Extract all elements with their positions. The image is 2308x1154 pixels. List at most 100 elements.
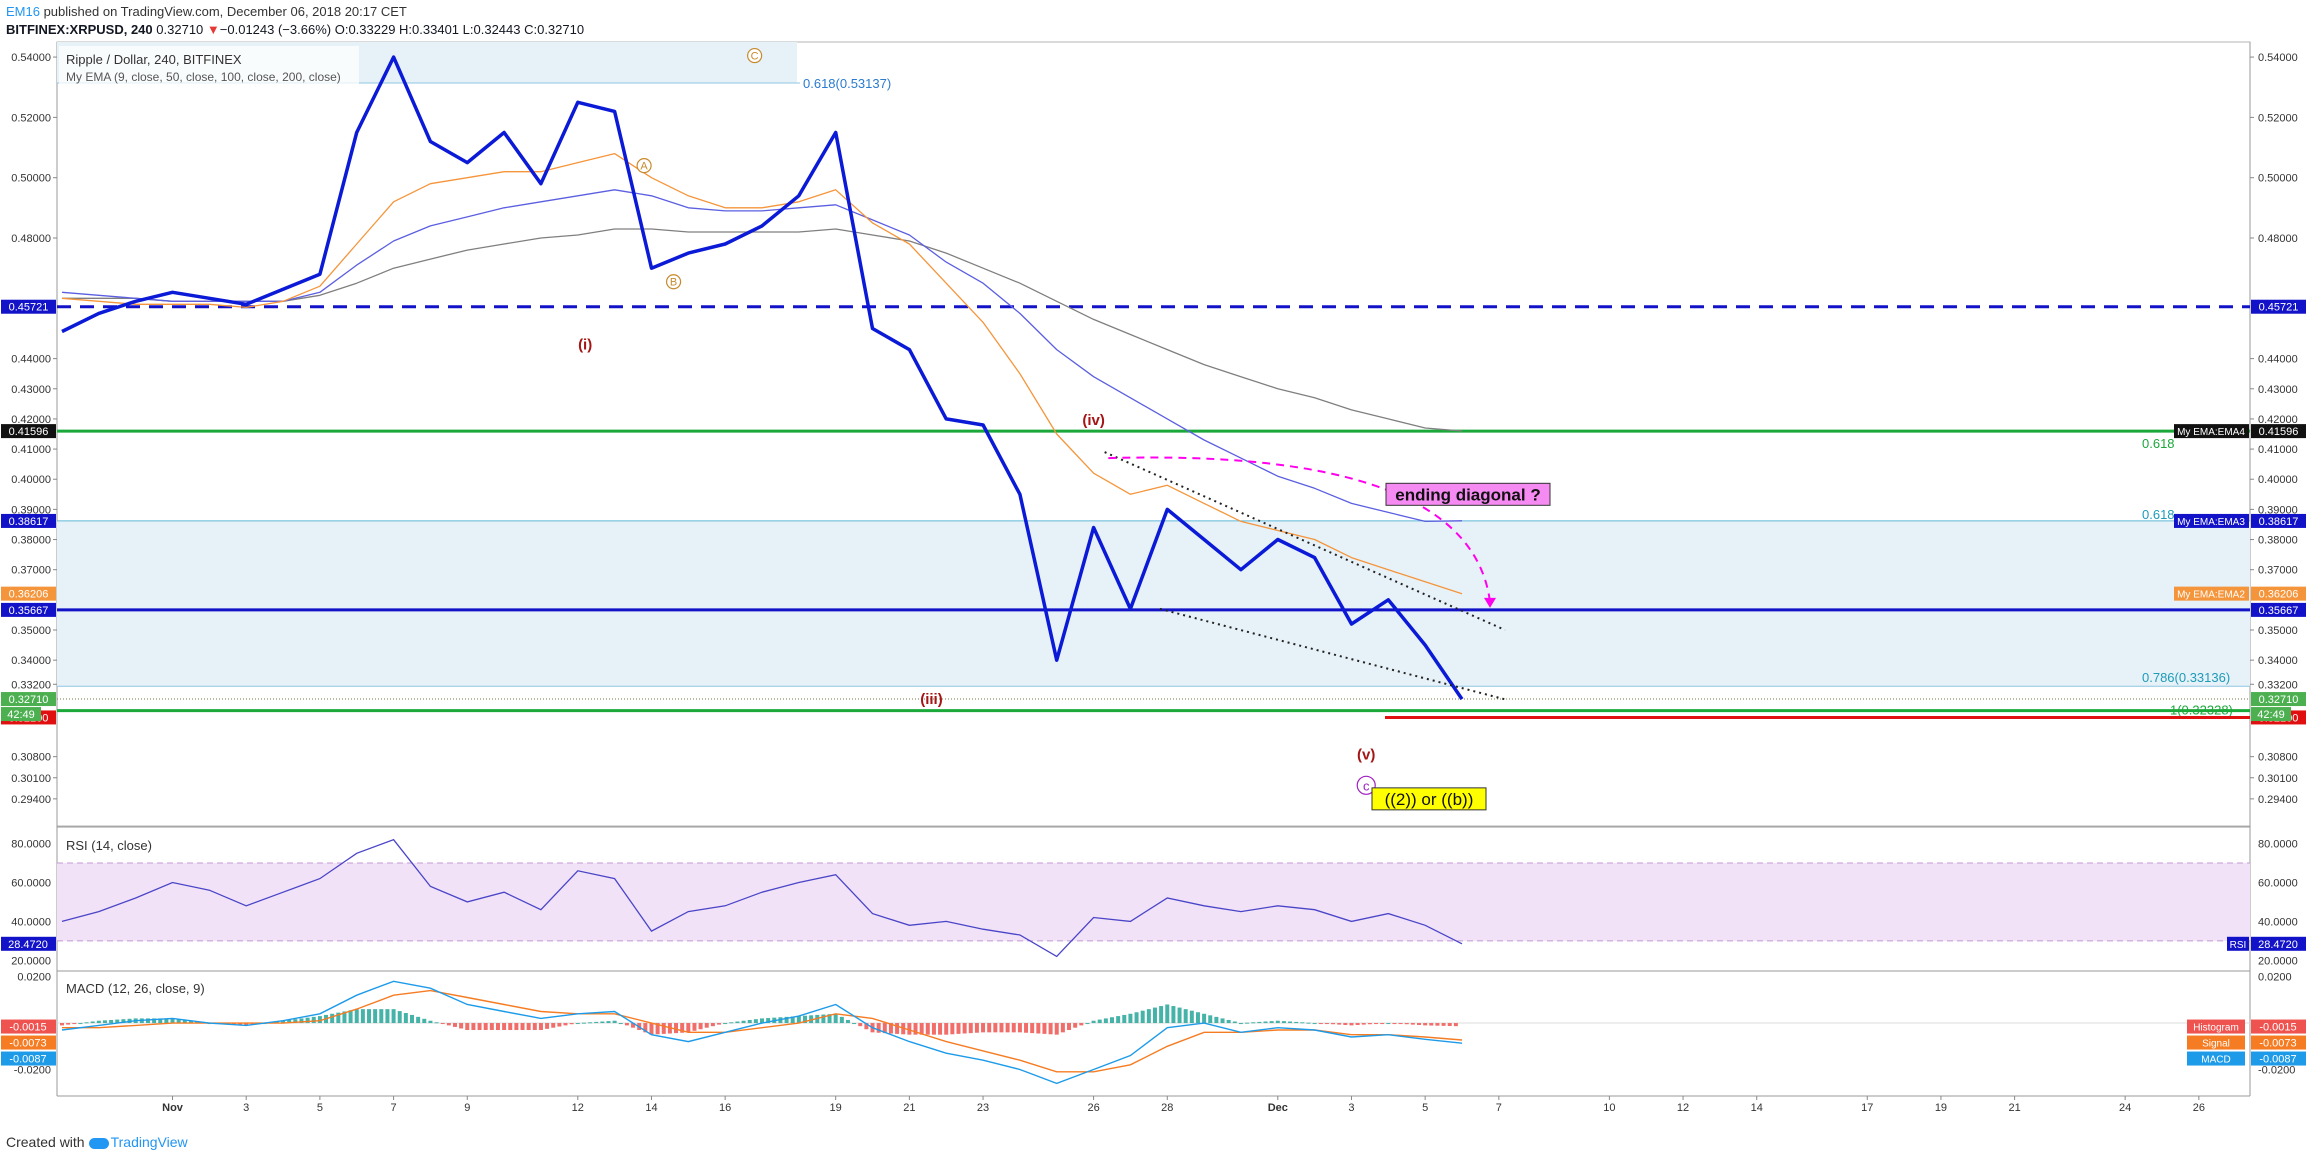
fib-label-top: 0.618(0.53137) [803, 76, 891, 91]
histogram-bar [704, 1023, 709, 1028]
histogram-bar [1146, 1009, 1151, 1024]
wave-label-iv: (iv) [1082, 412, 1105, 429]
histogram-bar [809, 1015, 814, 1024]
histogram-bar [373, 1009, 378, 1024]
right-tag-0.38617-bg [2251, 513, 2306, 528]
rsi-title[interactable]: RSI (14, close) [66, 838, 152, 853]
ending-diagonal-text: ending diagonal ? [1395, 485, 1540, 504]
time-axis[interactable]: Nov 3 5 7 9 12 14 16 19 21 23 26 28 Dec 3 5 7 10 12 14 17 19 2… [162, 1096, 2205, 1114]
histogram-bar [760, 1018, 764, 1024]
right-tag-0.36206-bg [2251, 586, 2306, 601]
tradingview-brand-link[interactable]: TradingView [110, 1134, 188, 1150]
ema-50-line[interactable] [61, 152, 1463, 595]
histogram-bar [422, 1018, 427, 1024]
histogram-bar [170, 1018, 175, 1024]
circle-c-top-marker: C [747, 47, 763, 64]
histogram-bar [317, 1016, 322, 1024]
histogram-bar [1281, 1021, 1286, 1024]
tick-label-left: 0.50000 [11, 173, 51, 185]
macd-tick-right: 0.0200 [2258, 972, 2292, 984]
histogram-bar [790, 1016, 795, 1024]
tick-label-right: 0.39000 [2258, 504, 2298, 516]
histogram-bar [1208, 1015, 1213, 1024]
histogram-bar [895, 1023, 900, 1034]
ending-diagonal-box[interactable]: ending diagonal ? [1385, 482, 1551, 506]
wave-count-box[interactable]: ((2)) or ((b)) [1371, 787, 1487, 811]
histogram-bar [1245, 1022, 1250, 1024]
histogram-bar [526, 1023, 531, 1031]
histogram-bar [299, 1018, 304, 1024]
time-tick-label: 12 [1677, 1102, 1689, 1114]
rsi-tick-right: 80.0000 [2258, 839, 2298, 851]
histogram-bar [1202, 1013, 1207, 1024]
histogram-bar [606, 1021, 611, 1024]
circle-a-marker: A [636, 158, 652, 174]
signal-line[interactable] [62, 989, 1463, 1073]
rsi-axis[interactable]: 80.0000 80.0000 60.0000 60.0000 40.0000 40.00… [1, 839, 2306, 968]
histogram-bar [845, 1019, 850, 1024]
circle-c-bottom-marker: c [1356, 775, 1376, 795]
left-tag-0.38617: 0.38617 [9, 516, 49, 528]
tick-label-left: 0.38000 [11, 535, 51, 547]
macd-axis[interactable]: 0.0200 0.0200 -0.0200 -0.0200 -0.0015 Histogr… [1, 972, 2306, 1077]
histogram-bar [1140, 1010, 1145, 1024]
histogram-bar [428, 1020, 433, 1024]
histogram-bar [692, 1023, 697, 1031]
histogram-bar [680, 1023, 685, 1033]
rsi-tick-left: 60.0000 [11, 877, 51, 889]
histogram-bar [440, 1023, 445, 1025]
histogram-bar [244, 1023, 249, 1026]
macd-title[interactable]: MACD (12, 26, close, 9) [66, 981, 205, 996]
histogram-bar [115, 1019, 120, 1024]
histogram-bar [403, 1013, 408, 1024]
ema-legend-title[interactable]: My EMA (9, close, 50, close, 100, close,… [66, 70, 341, 84]
right-tag-0.35667: 0.35667 [2259, 605, 2299, 617]
price-axis-right[interactable]: 0.54000 0.52000 0.50000 0.48000 0.44000 0.430… [2250, 52, 2298, 806]
author-link[interactable]: EM16 [6, 4, 40, 19]
histogram-bar [231, 1023, 236, 1025]
histogram-bar [1103, 1018, 1108, 1024]
tick-label-right: 0.48000 [2258, 233, 2298, 245]
histogram-bar [1306, 1022, 1311, 1024]
histogram-bar [158, 1018, 163, 1024]
ema-100-line[interactable] [61, 189, 1463, 523]
histogram-bar [612, 1020, 617, 1024]
histogram-bar [152, 1018, 157, 1024]
tick-label-left: 0.35000 [11, 625, 51, 637]
rsi-line[interactable] [61, 838, 1463, 958]
histogram-bar [766, 1018, 771, 1024]
histogram-bar [698, 1023, 703, 1030]
histogram-bar [195, 1021, 200, 1024]
time-tick-label: 7 [1496, 1102, 1502, 1114]
histogram-bar [557, 1023, 562, 1027]
macd-line[interactable] [61, 980, 1463, 1085]
circle-b-label: B [670, 277, 677, 289]
price-line[interactable] [61, 55, 1464, 701]
time-tick-label: Nov [162, 1102, 184, 1114]
histogram-bar [483, 1023, 488, 1031]
fib-label-618-blue: 0.618 [2142, 507, 2175, 522]
created-with-text: Created with [6, 1134, 85, 1150]
ema-200-line[interactable] [62, 228, 1463, 432]
series-legend-title[interactable]: Ripple / Dollar, 240, BITFINEX [66, 52, 242, 67]
histogram-bar [581, 1022, 586, 1024]
footer: Created with TradingView [6, 1134, 188, 1150]
histogram-bar [1392, 1023, 1397, 1025]
histogram-bar [974, 1023, 979, 1033]
histogram-bar [96, 1020, 101, 1024]
histogram-bar [495, 1023, 500, 1031]
right-tag-0.32710-bg [2251, 692, 2306, 707]
left-tag-0.32710: 0.32710 [9, 694, 49, 706]
histogram-bar [545, 1023, 550, 1029]
symbol-name[interactable]: BITFINEX:XRPUSD, 240 [6, 22, 153, 37]
left-timer-tag: 42:49 [7, 709, 35, 721]
histogram-bar [1128, 1013, 1133, 1024]
price-axis-left[interactable]: 0.54000 0.52000 0.50000 0.48000 0.44000 0.430… [11, 52, 57, 806]
ohlc-values: O:0.33229 H:0.33401 L:0.32443 C:0.32710 [334, 22, 585, 37]
diagonal-upper-trendline[interactable] [1104, 451, 1506, 631]
histogram-bar [686, 1023, 691, 1033]
macd-left-tag-bg [1, 1035, 56, 1050]
macd-left-tag: -0.0087 [9, 1054, 46, 1066]
tick-label-left: 0.30100 [11, 773, 51, 785]
